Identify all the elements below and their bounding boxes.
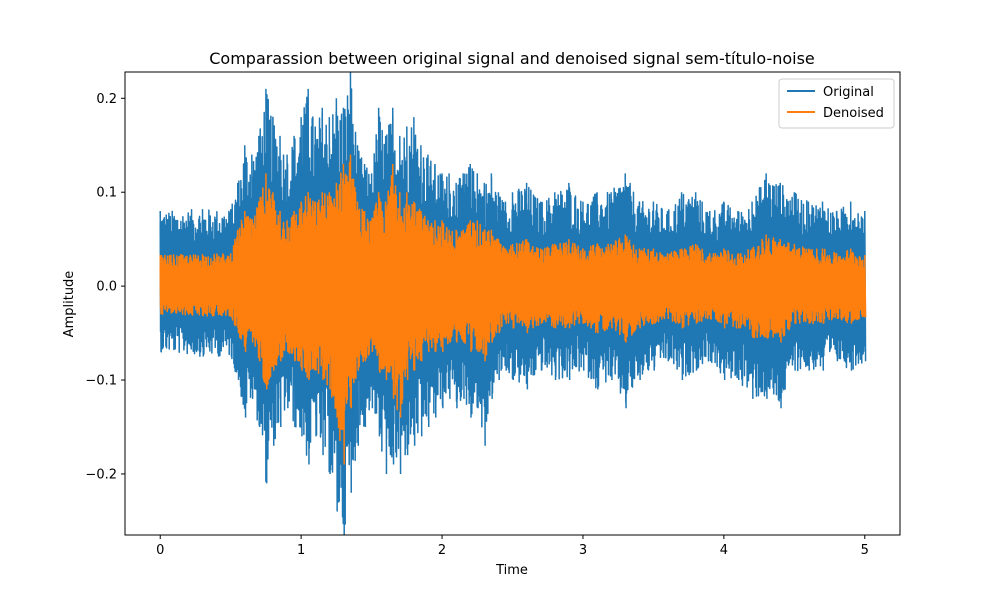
- x-tick-label: 0: [156, 543, 164, 558]
- y-tick-label: 0.2: [96, 92, 117, 107]
- series-line-denoised: [159, 154, 867, 465]
- x-tick-label: 1: [297, 543, 305, 558]
- legend: Original Denoised: [778, 78, 895, 129]
- plot-frame: [124, 71, 901, 536]
- chart-title: Comparassion between original signal and…: [209, 49, 815, 68]
- x-tick-label: 2: [438, 543, 446, 558]
- x-axis-label: Time: [495, 563, 528, 578]
- x-tick-label: 4: [720, 543, 728, 558]
- y-tick-label: −0.1: [85, 374, 117, 389]
- x-tick-label: 3: [579, 543, 587, 558]
- series-layer: [159, 72, 867, 535]
- x-tick-label: 5: [861, 543, 869, 558]
- x-axis: 0 1 2 3 4 5: [156, 535, 869, 558]
- y-tick-label: 0.1: [96, 186, 117, 201]
- y-tick-label: −0.2: [85, 467, 117, 482]
- legend-label-denoised: Denoised: [823, 106, 884, 121]
- legend-label-original: Original: [823, 85, 874, 100]
- y-tick-label: 0.0: [96, 280, 117, 295]
- y-axis-label: Amplitude: [62, 271, 77, 338]
- y-axis: −0.2 −0.1 0.0 0.1 0.2: [85, 92, 125, 482]
